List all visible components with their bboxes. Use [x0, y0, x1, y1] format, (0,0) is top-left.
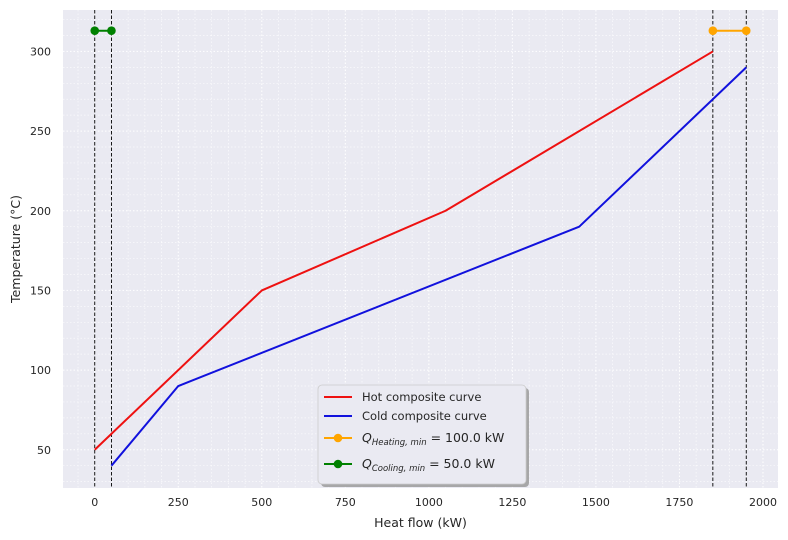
x-tick-label: 1500 [582, 496, 610, 509]
x-tick-label: 250 [168, 496, 189, 509]
x-tick-label: 750 [335, 496, 356, 509]
cooling-point [90, 26, 100, 36]
legend: Hot composite curve Cold composite curve Q… [317, 384, 529, 487]
x-tick-label: 500 [251, 496, 272, 509]
cooling-point [107, 26, 116, 36]
y-axis-ticks: 50 100 150 200 250 300 [30, 45, 51, 456]
x-tick-label: 0 [91, 496, 98, 509]
grid-lines [63, 10, 778, 488]
cold-series-line [110, 66, 747, 467]
vertical-reference-lines [94, 10, 747, 488]
legend-marker-cooling [333, 459, 343, 469]
legend-box [317, 384, 527, 485]
y-tick-label: 150 [30, 284, 51, 297]
x-axis-label: Heat flow (kW) [374, 515, 467, 530]
y-tick-label: 300 [30, 45, 51, 58]
data-series [90, 26, 751, 467]
x-tick-label: 1750 [665, 496, 693, 509]
heating-point [708, 26, 718, 36]
legend-label-cold: Cold composite curve [362, 409, 487, 423]
x-tick-label: 1000 [415, 496, 443, 509]
y-tick-label: 50 [37, 444, 51, 457]
y-tick-label: 250 [30, 125, 51, 138]
y-axis-label: Temperature (°C) [8, 195, 23, 304]
x-tick-label: 1250 [498, 496, 526, 509]
hot-series-line [94, 50, 714, 451]
y-tick-label: 100 [30, 364, 51, 377]
x-axis-ticks: 0 250 500 750 1000 1250 1500 1750 2000 [91, 496, 777, 509]
legend-label-heating: QHeating, min = 100.0 kW [362, 430, 504, 448]
y-tick-label: 200 [30, 205, 51, 218]
x-tick-label: 2000 [749, 496, 777, 509]
legend-marker-heating [333, 433, 343, 443]
legend-label-hot: Hot composite curve [362, 390, 481, 404]
legend-label-cooling: QCooling, min = 50.0 kW [362, 456, 495, 474]
heating-point [741, 26, 751, 36]
